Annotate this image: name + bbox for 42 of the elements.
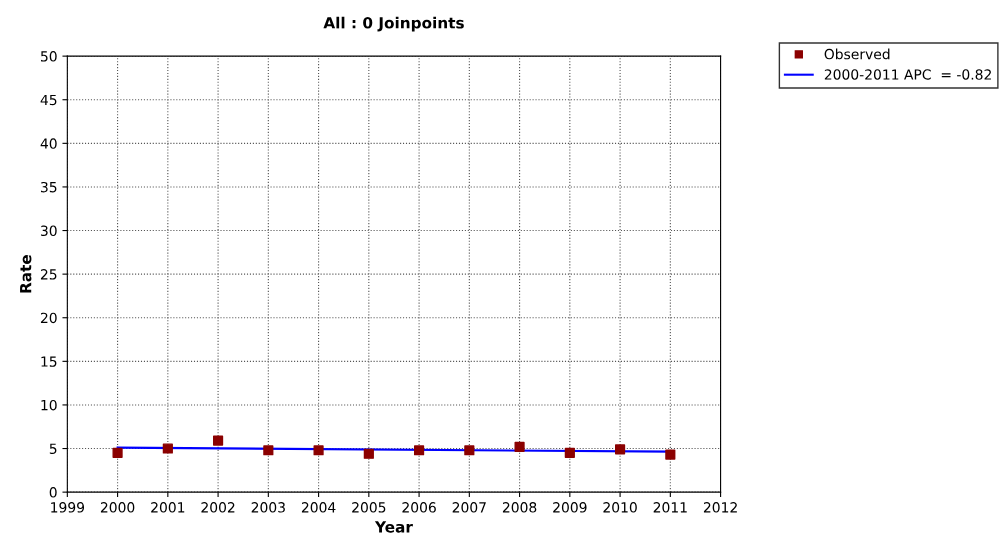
x-tick-label: 2009 (553, 502, 587, 513)
x-tick-label: 2012 (703, 502, 737, 513)
y-tick-label: 50 (41, 51, 57, 62)
legend-label: Observed (824, 48, 890, 60)
point (263, 445, 274, 456)
y-tick-label: 10 (41, 399, 57, 411)
x-axis-title: Year (374, 521, 413, 533)
y-tick-label: 15 (41, 356, 57, 367)
point (112, 447, 123, 458)
y-tick-label: 45 (40, 94, 57, 106)
point (162, 443, 173, 454)
point (564, 447, 575, 458)
y-tick-label: 30 (41, 225, 57, 237)
x-tick-label: 2002 (201, 502, 235, 513)
x-tick-label: 2000 (100, 502, 135, 513)
point (313, 445, 324, 456)
point (363, 448, 374, 459)
y-tick-label: 35 (41, 181, 57, 193)
y-tick-label: 20 (40, 312, 57, 324)
x-tick-label: 2007 (452, 502, 486, 513)
legend-label: 2000-2011 APC = -0.82 (824, 69, 991, 80)
chart-title: All : 0 Joinpoints (323, 16, 464, 32)
point (464, 445, 475, 456)
x-tick-label: 2006 (402, 502, 436, 513)
x-tick-label: 1999 (51, 502, 85, 513)
x-tick-label: 2008 (502, 502, 537, 513)
point (665, 449, 676, 460)
point (413, 445, 425, 456)
x-tick-label: 2003 (251, 502, 285, 513)
point (514, 441, 525, 452)
x-tick-label: 2010 (603, 502, 637, 513)
x-tick-label: 2005 (352, 502, 386, 513)
y-tick-label: 40 (40, 138, 57, 149)
x-tick-label: 2004 (301, 502, 336, 513)
x-tick-label: 2011 (653, 502, 687, 513)
y-tick-label: 0 (49, 487, 57, 498)
y-tick-label: 25 (40, 269, 57, 280)
y-tick-label: 5 (49, 443, 57, 455)
y-axis-title: Rate (20, 255, 32, 293)
x-tick-label: 2001 (151, 502, 185, 513)
point (212, 435, 224, 446)
point (614, 444, 626, 455)
